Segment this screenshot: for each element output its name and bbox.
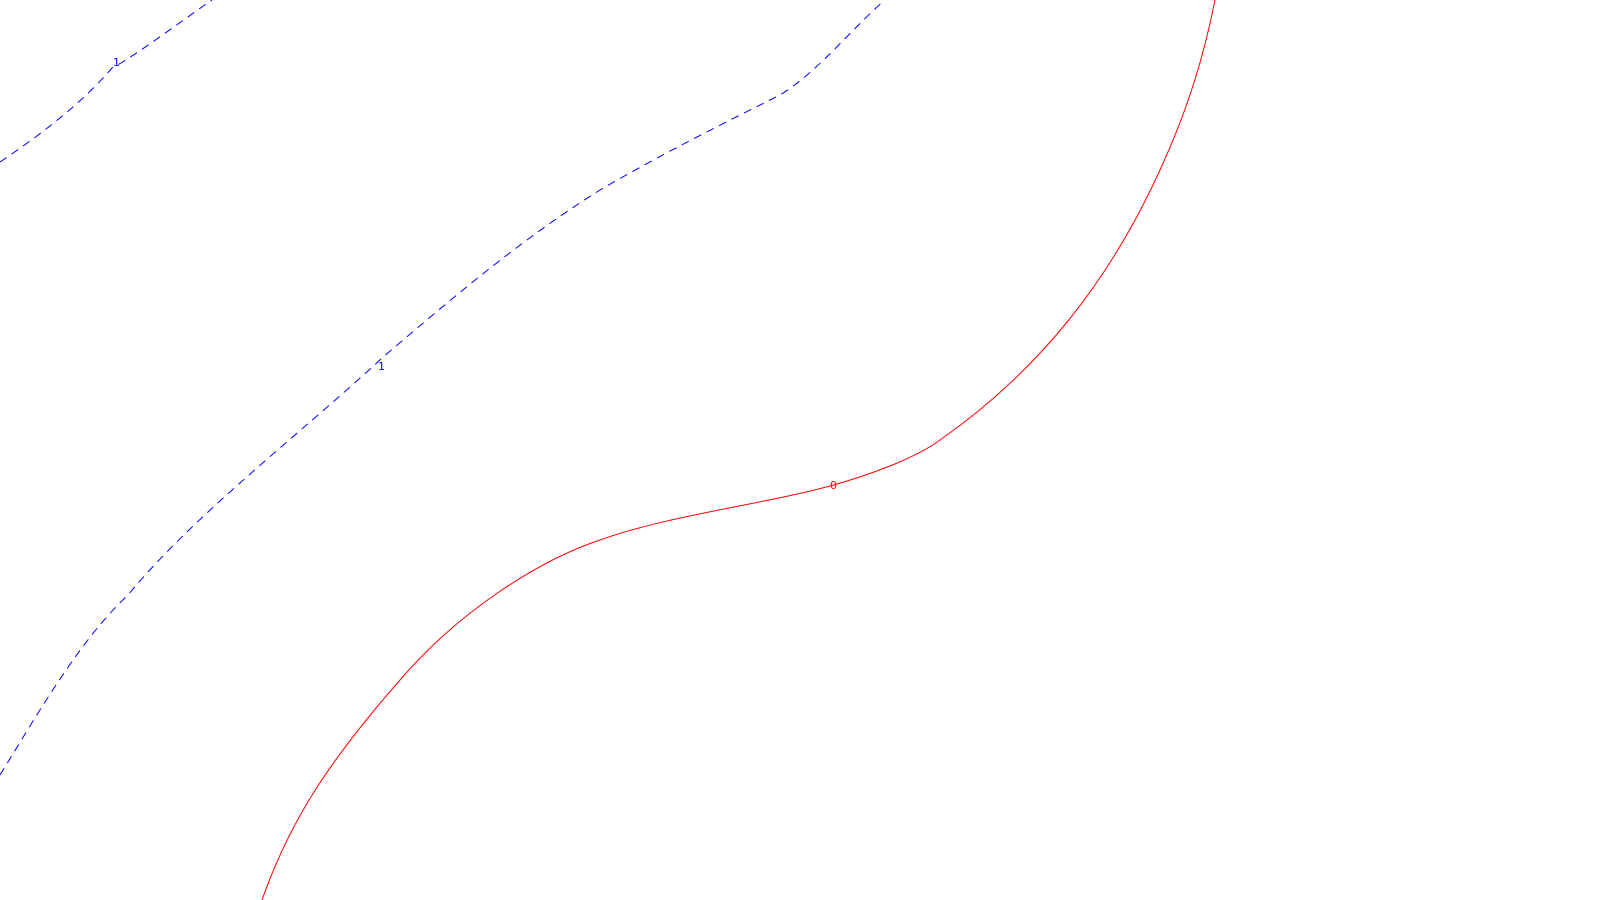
contour-label-middle: 1 [378,360,385,373]
contour-middle: 1 [0,0,886,776]
contour-label-zero: 0 [830,479,837,492]
contour-line-zero [261,0,1216,900]
contour-line-middle [0,0,886,776]
contour-label-upper-left: 1 [113,56,120,69]
contour-line-upper-left [0,0,213,163]
contour-zero: 0 [261,0,1216,900]
contour-upper-left: 1 [0,0,213,163]
